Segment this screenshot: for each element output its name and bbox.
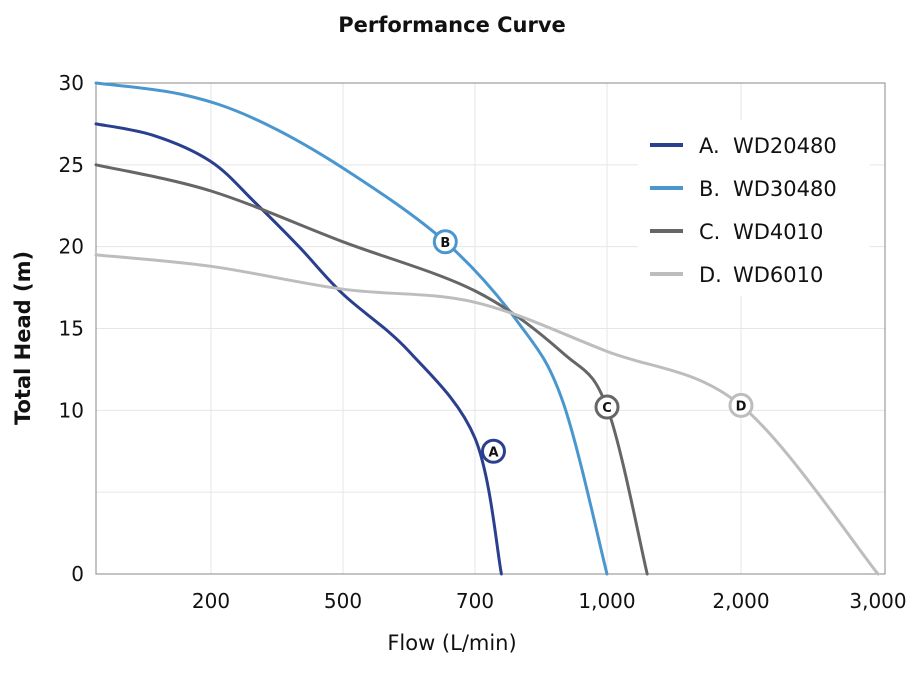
series-lines (94, 81, 880, 576)
x-tick-label: 1,000 (578, 589, 635, 613)
series-line-a (94, 122, 503, 576)
y-tick-label: 0 (71, 562, 84, 586)
legend-letter: A. (699, 134, 720, 158)
legend-letter: B. (699, 177, 720, 201)
y-tick-label: 10 (59, 398, 84, 422)
legend-label: WD4010 (733, 220, 823, 244)
series-marker-c (594, 394, 620, 420)
y-tick-label: 25 (59, 153, 84, 177)
x-tick-label: 2,000 (712, 589, 769, 613)
y-axis-ticks: 0 10 15 20 25 30 (59, 71, 84, 586)
series-marker-label: A (488, 445, 498, 460)
series-marker-d (728, 392, 754, 418)
grid-lines (96, 83, 885, 574)
legend-letter: C. (699, 220, 720, 244)
y-tick-label: 20 (59, 235, 84, 259)
legend-background (638, 120, 870, 296)
series-line-b (94, 81, 609, 576)
series-marker-label: C (602, 401, 612, 416)
series-line-c (94, 163, 649, 576)
plot-frame (95, 82, 886, 575)
y-axis-title: Total Head (m) (11, 251, 35, 425)
x-tick-label: 500 (324, 589, 362, 613)
legend-label: WD20480 (733, 134, 837, 158)
series-marker-a (480, 438, 506, 464)
legend-letter: D. (699, 263, 722, 287)
series-marker-b (432, 229, 458, 255)
x-tick-label: 200 (192, 589, 230, 613)
series-markers: A B C D (432, 229, 754, 464)
series-marker-label: D (736, 399, 747, 414)
series-marker-label: B (440, 236, 450, 251)
y-tick-label: 15 (59, 317, 84, 341)
x-axis-title: Flow (L/min) (387, 631, 516, 655)
legend: A. WD20480 B. WD30480 C. WD4010 D. WD6010 (638, 120, 870, 296)
series-line-d (94, 253, 880, 576)
legend-label: WD30480 (733, 177, 837, 201)
x-axis-ticks: 200 500 700 1,000 2,000 3,000 (192, 589, 907, 613)
x-tick-label: 700 (456, 589, 494, 613)
y-tick-label: 30 (59, 71, 84, 95)
legend-label: WD6010 (733, 263, 823, 287)
x-tick-label: 3,000 (849, 589, 906, 613)
chart-title: Performance Curve (338, 13, 566, 37)
